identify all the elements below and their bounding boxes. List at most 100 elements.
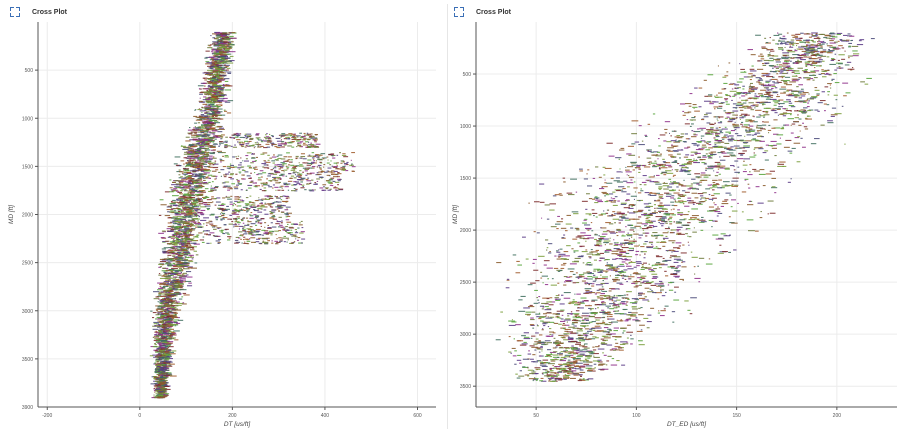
scatter-point: [154, 343, 156, 345]
scatter-point: [269, 206, 272, 208]
scatter-point: [209, 127, 215, 129]
scatter-point: [189, 139, 194, 141]
scatter-point: [195, 128, 199, 130]
scatter-point: [161, 314, 167, 316]
cross-plot-chart-dt-ed[interactable]: 50 100 150 200500100015002000250030003500DT…: [448, 20, 903, 429]
scatter-point: [159, 277, 167, 279]
scatter-point: [165, 352, 169, 354]
scatter-point: [229, 188, 233, 190]
scatter-point: [222, 233, 225, 235]
scatter-point: [216, 55, 222, 57]
scatter-point: [584, 335, 589, 337]
scatter-point: [296, 136, 299, 138]
scatter-point: [177, 203, 182, 205]
scatter-point: [214, 186, 219, 188]
scatter-point: [701, 216, 704, 218]
scatter-point: [196, 234, 200, 236]
scatter-point: [186, 214, 193, 216]
scatter-point: [152, 328, 159, 330]
scatter-point: [260, 225, 262, 227]
scatter-point: [167, 211, 170, 213]
scatter-point: [343, 156, 349, 158]
scatter-point: [174, 237, 179, 239]
scatter-point: [171, 269, 175, 271]
scatter-point: [168, 311, 172, 313]
scatter-point: [178, 211, 181, 213]
scatter-point: [221, 215, 225, 217]
scatter-point: [155, 346, 161, 348]
scatter-point: [208, 105, 211, 107]
scatter-point: [181, 273, 184, 275]
expand-corners-icon[interactable]: [10, 7, 20, 17]
scatter-point: [237, 181, 240, 183]
scatter-point: [262, 183, 268, 185]
scatter-point: [277, 205, 282, 207]
scatter-point: [269, 211, 272, 213]
scatter-point: [253, 209, 256, 211]
scatter-point: [326, 162, 330, 164]
scatter-point: [213, 85, 216, 87]
scatter-point: [327, 167, 332, 169]
scatter-point: [244, 171, 249, 173]
scatter-point: [222, 217, 228, 219]
scatter-point: [794, 137, 800, 139]
scatter-point: [260, 145, 264, 147]
scatter-point: [559, 248, 563, 250]
scatter-point: [167, 222, 172, 224]
scatter-point: [167, 358, 173, 360]
scatter-point: [278, 237, 282, 239]
scatter-point: [174, 219, 182, 221]
scatter-point: [257, 146, 262, 148]
scatter-point: [173, 242, 179, 244]
scatter-point: [206, 199, 212, 201]
scatter-point: [179, 226, 183, 228]
scatter-point: [163, 284, 169, 286]
scatter-point: [228, 176, 232, 178]
scatter-point: [289, 227, 295, 229]
scatter-point: [649, 288, 652, 290]
scatter-point: [246, 137, 249, 139]
scatter-point: [165, 240, 170, 242]
scatter-point: [733, 249, 737, 251]
scatter-point: [182, 173, 188, 175]
scatter-point: [254, 146, 256, 148]
scatter-point: [208, 120, 212, 122]
scatter-point: [201, 136, 207, 138]
scatter-point: [279, 239, 283, 241]
scatter-point: [278, 181, 281, 183]
scatter-point: [184, 244, 186, 246]
scatter-point: [304, 162, 309, 164]
scatter-point: [192, 129, 198, 131]
scatter-point: [222, 34, 230, 36]
scatter-point: [194, 109, 196, 111]
scatter-point: [572, 353, 576, 355]
scatter-point: [605, 271, 608, 273]
scatter-point: [161, 308, 164, 310]
scatter-point: [200, 167, 203, 169]
scatter-point: [220, 68, 226, 70]
scatter-point: [210, 213, 215, 215]
scatter-point: [236, 184, 239, 186]
scatter-point: [228, 44, 235, 46]
scatter-point: [158, 381, 163, 383]
scatter-point: [212, 69, 219, 71]
scatter-point: [214, 82, 219, 84]
scatter-point: [804, 42, 806, 44]
scatter-point: [182, 168, 190, 170]
scatter-point: [163, 333, 170, 335]
cross-plot-chart-dt[interactable]: -200 0 200 400 60050010001500200025003000350…: [4, 20, 442, 429]
scatter-point: [229, 203, 234, 205]
scatter-point: [296, 140, 301, 142]
scatter-point: [285, 198, 288, 200]
scatter-point: [187, 132, 193, 134]
scatter-point: [218, 39, 223, 41]
scatter-point: [291, 138, 297, 140]
scatter-point: [205, 141, 208, 143]
scatter-point: [248, 233, 251, 235]
scatter-point: [169, 363, 175, 365]
scatter-point: [248, 136, 251, 138]
expand-corners-icon[interactable]: [454, 7, 464, 17]
scatter-point: [297, 237, 301, 239]
scatter-point: [163, 359, 169, 361]
scatter-point: [187, 129, 195, 131]
